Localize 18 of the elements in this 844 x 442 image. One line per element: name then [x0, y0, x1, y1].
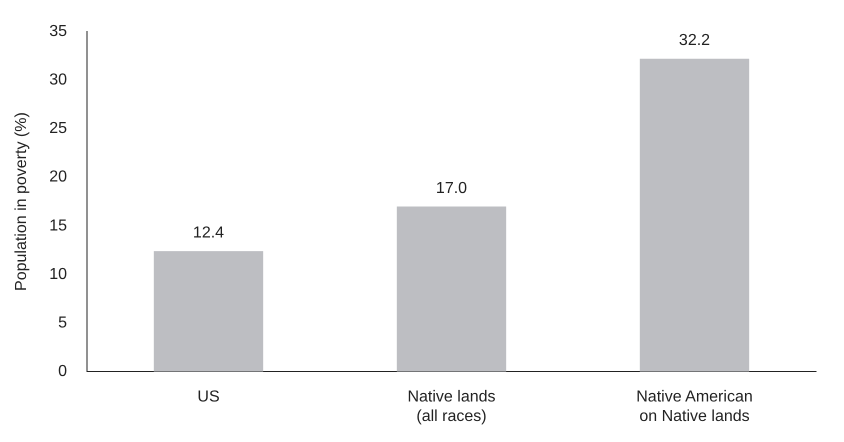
- bar: [154, 251, 264, 372]
- y-tick-label: 30: [49, 72, 68, 89]
- data-label: 12.4: [192, 224, 224, 242]
- y-tick-label: 5: [58, 314, 68, 332]
- y-axis-title: Population in poverty (%): [13, 112, 30, 291]
- y-tick-label: 20: [49, 168, 68, 186]
- y-tick-label: 15: [49, 217, 68, 234]
- y-tick-label: 35: [49, 23, 68, 40]
- x-tick-label: Native lands (all races): [407, 388, 496, 425]
- x-tick-label: US: [197, 388, 220, 406]
- data-label: 17.0: [436, 180, 468, 197]
- y-tick-label: 0: [58, 363, 68, 380]
- x-tick-label: Native American on Native lands: [636, 388, 753, 425]
- bar: [640, 58, 750, 372]
- y-tick-label: 25: [49, 120, 68, 138]
- y-tick-label: 10: [49, 266, 68, 283]
- data-label: 32.2: [678, 32, 710, 50]
- bar: [396, 206, 506, 372]
